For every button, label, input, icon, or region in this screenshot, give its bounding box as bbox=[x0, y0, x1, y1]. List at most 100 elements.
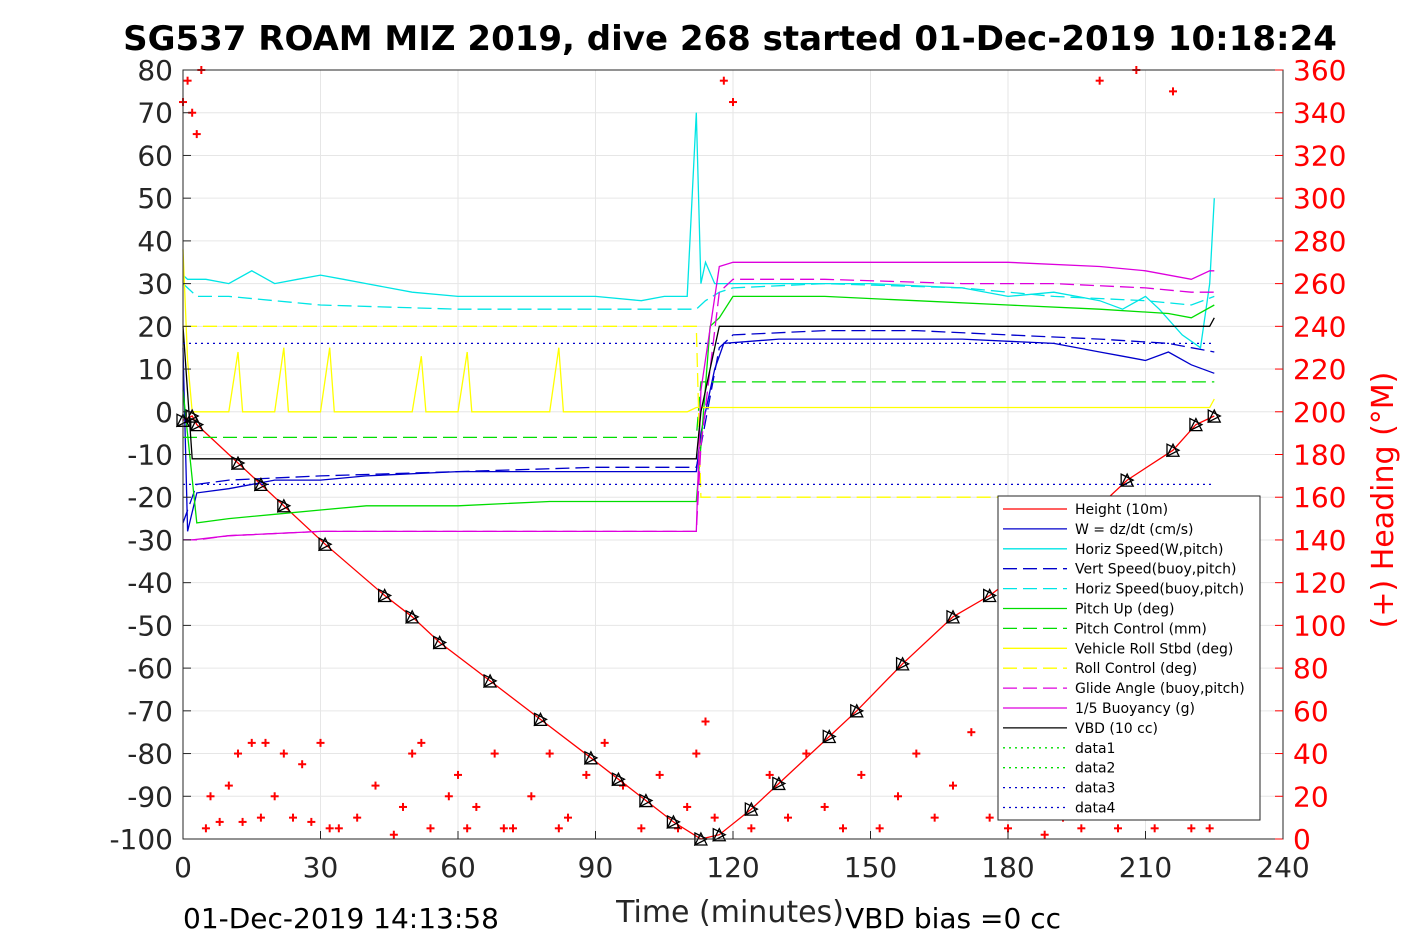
marker-triangle-up bbox=[771, 776, 786, 791]
legend-label-vert-speed-buoy-pitch: Vert Speed(buoy,pitch) bbox=[1075, 562, 1237, 578]
y-tick-label: -90 bbox=[127, 780, 173, 813]
heading-point bbox=[224, 781, 233, 790]
heading-point bbox=[912, 749, 921, 758]
y2-tick-label: 60 bbox=[1293, 695, 1329, 728]
marker-triangle-up bbox=[822, 729, 837, 744]
series-vert-speed-buoy-pitch bbox=[182, 329, 1215, 524]
height-marker bbox=[666, 814, 681, 829]
y2-tick-label: 20 bbox=[1293, 780, 1329, 813]
height-marker bbox=[611, 771, 626, 787]
x-tick-label: 60 bbox=[440, 851, 476, 884]
legend-label-w-dz-dt-cm-s: W = dz/dt (cm/s) bbox=[1075, 522, 1194, 538]
y2-axis-label: (+) Heading (°M) bbox=[1366, 372, 1401, 629]
height-marker bbox=[744, 801, 759, 817]
series-pitch-control-mm bbox=[183, 381, 1215, 439]
footer-vbd-bias: VBD bias =0 cc bbox=[845, 902, 1061, 935]
heading-point bbox=[289, 813, 297, 822]
marker-triangle-up bbox=[744, 801, 759, 816]
legend-label-pitch-control-mm: Pitch Control (mm) bbox=[1075, 621, 1207, 637]
y-tick-label: -80 bbox=[127, 738, 173, 771]
marker-triangle-right bbox=[1120, 473, 1135, 488]
heading-point bbox=[701, 717, 710, 726]
heading-point bbox=[1187, 824, 1196, 833]
heading-point bbox=[710, 813, 719, 822]
heading-point bbox=[802, 749, 811, 758]
marker-triangle-right bbox=[483, 673, 498, 688]
heading-point bbox=[256, 813, 265, 822]
series-vbd-10-cc bbox=[182, 317, 1215, 460]
y-tick-label: 0 bbox=[155, 396, 173, 429]
marker-triangle-right bbox=[254, 477, 269, 492]
heading-point bbox=[784, 813, 792, 822]
heading-point bbox=[1114, 824, 1122, 833]
heading-point bbox=[201, 824, 210, 833]
heading-point bbox=[1169, 87, 1177, 96]
marker-triangle-up bbox=[1207, 408, 1222, 423]
y2-tick-label: 80 bbox=[1293, 652, 1329, 685]
marker-triangle-up bbox=[712, 827, 727, 842]
y-tick-label: -60 bbox=[127, 652, 173, 685]
marker-triangle-right bbox=[712, 827, 727, 842]
heading-point bbox=[683, 802, 692, 811]
heading-point bbox=[307, 817, 316, 826]
series-group bbox=[182, 112, 1215, 840]
heading-point bbox=[298, 760, 307, 769]
marker-triangle-right bbox=[946, 609, 961, 624]
x-tick-label: 240 bbox=[1256, 851, 1309, 884]
y2-tick-label: 300 bbox=[1293, 182, 1346, 215]
marker-triangle-right bbox=[190, 417, 205, 432]
heading-point bbox=[353, 813, 362, 822]
heading-point bbox=[472, 802, 481, 811]
heading-point bbox=[316, 738, 325, 747]
heading-point bbox=[325, 824, 334, 833]
y-tick-label: 70 bbox=[137, 97, 173, 130]
heading-point bbox=[215, 817, 224, 826]
y2-tick-label: 220 bbox=[1293, 353, 1346, 386]
height-marker bbox=[377, 588, 393, 603]
legend-label-roll-control-deg: Roll Control (deg) bbox=[1075, 661, 1197, 677]
heading-point bbox=[554, 824, 563, 833]
heading-point bbox=[417, 738, 426, 747]
heading-point bbox=[894, 792, 902, 801]
heading-markers bbox=[179, 66, 1214, 839]
marker-triangle-up bbox=[533, 711, 548, 727]
height-marker bbox=[1120, 472, 1135, 488]
y2-tick-label: 320 bbox=[1293, 139, 1346, 172]
height-marker bbox=[189, 417, 205, 432]
marker-triangle-right bbox=[378, 588, 393, 603]
marker-triangle-right bbox=[611, 772, 626, 787]
heading-point bbox=[509, 824, 517, 833]
marker-triangle-up bbox=[189, 417, 204, 432]
x-tick-label: 180 bbox=[981, 851, 1034, 884]
marker-triangle-up bbox=[432, 635, 447, 650]
heading-point bbox=[747, 824, 756, 833]
marker-triangle-up bbox=[945, 609, 961, 624]
heading-point bbox=[261, 738, 270, 747]
legend-label-horiz-speed-w-pitch: Horiz Speed(W,pitch) bbox=[1075, 542, 1223, 558]
marker-triangle-right bbox=[983, 588, 998, 603]
y2-tick-label: 280 bbox=[1293, 225, 1346, 258]
legend-label-vbd-10-cc: VBD (10 cc) bbox=[1075, 721, 1158, 737]
heading-point bbox=[1205, 824, 1214, 833]
marker-triangle-right bbox=[318, 537, 333, 552]
y-tick-label: 10 bbox=[137, 353, 173, 386]
y-tick-label: 40 bbox=[137, 225, 173, 258]
heading-point bbox=[857, 770, 866, 779]
marker-triangle-right bbox=[1207, 408, 1222, 424]
height-marker bbox=[849, 703, 865, 718]
height-marker bbox=[771, 776, 787, 791]
x-tick-label: 90 bbox=[578, 851, 614, 884]
y-tick-label: 80 bbox=[137, 54, 173, 87]
legend-label-data2: data2 bbox=[1075, 761, 1115, 777]
height-marker bbox=[982, 588, 998, 603]
series-roll-control-deg bbox=[183, 325, 1215, 498]
marker-triangle-up bbox=[849, 703, 864, 718]
marker-triangle-right bbox=[895, 656, 911, 671]
height-marker bbox=[583, 750, 599, 765]
marker-triangle-up bbox=[318, 536, 333, 551]
heading-point bbox=[839, 824, 847, 833]
y2-tick-label: 140 bbox=[1293, 524, 1346, 557]
height-marker bbox=[318, 536, 333, 552]
y2-tick-label: 180 bbox=[1293, 439, 1346, 472]
